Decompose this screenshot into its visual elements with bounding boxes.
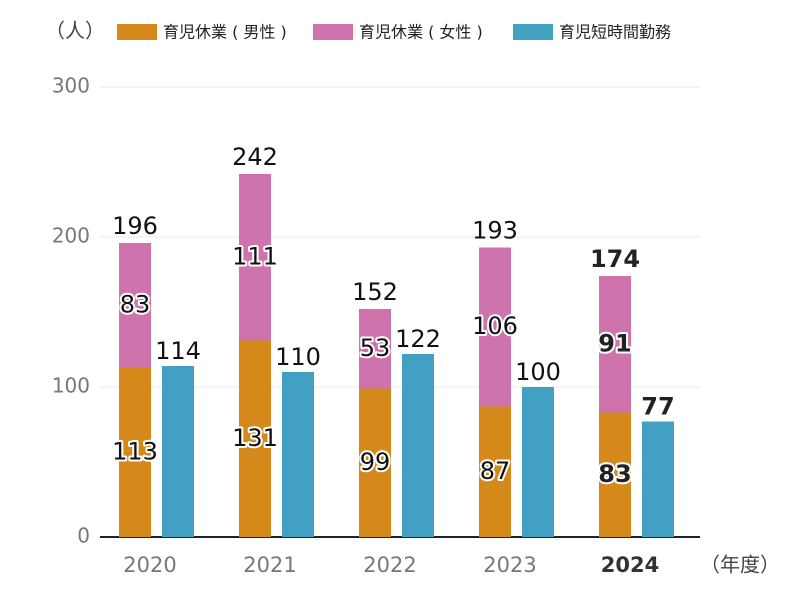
legend-label: 育児休業 ( 男性 ) [163,23,287,42]
x-tick-label: 2022 [363,553,416,577]
legend-swatch [313,24,353,40]
value-label: 106 [472,312,518,340]
x-axis-label: （年度） [700,553,780,577]
y-axis-label: （人） [45,19,105,43]
bar-segment [479,406,511,537]
value-label: 242 [232,143,278,171]
value-label: 87 [480,457,511,485]
x-tick-label: 2020 [123,553,176,577]
y-tick-label: 0 [77,524,90,548]
y-tick-label: 300 [52,74,90,98]
value-label: 91 [598,329,631,357]
bar-segment [119,243,151,368]
bar-segment [239,340,271,537]
value-label: 196 [112,212,158,240]
value-label: 174 [590,245,640,273]
value-label: 100 [515,358,561,386]
bar [522,387,554,537]
value-label: 53 [360,334,391,362]
legend-label: 育児休業 ( 女性 ) [359,23,483,42]
value-label: 110 [275,343,321,371]
y-tick-label: 100 [52,374,90,398]
bar-segment [239,174,271,341]
value-label: 83 [120,290,151,318]
bar-segment [599,276,631,413]
bar-segment [359,388,391,537]
x-tick-label: 2024 [601,553,659,577]
legend-label: 育児短時間勤務 [559,23,671,42]
bar-segment [119,367,151,537]
value-label: 111 [232,242,278,270]
legend-swatch [513,24,553,40]
bar-segment [599,412,631,537]
value-label: 113 [112,437,158,465]
value-label: 122 [395,325,441,353]
value-label: 99 [360,448,391,476]
value-label: 193 [472,217,518,245]
x-tick-label: 2021 [243,553,296,577]
value-label: 152 [352,278,398,306]
value-label: 114 [155,337,201,365]
bar-segment [359,309,391,389]
bar [402,354,434,537]
bar [642,421,674,537]
x-tick-label: 2023 [483,553,536,577]
bar [162,366,194,537]
value-label: 131 [232,424,278,452]
y-tick-label: 200 [52,224,90,248]
bar [282,372,314,537]
legend-swatch [117,24,157,40]
bar-segment [479,247,511,407]
value-label: 83 [598,460,631,488]
value-label: 77 [641,393,674,421]
